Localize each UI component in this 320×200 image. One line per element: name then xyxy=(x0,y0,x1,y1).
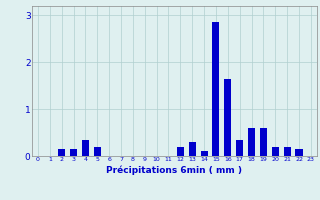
Bar xyxy=(236,140,243,156)
Bar xyxy=(224,79,231,156)
Bar xyxy=(177,147,184,156)
Bar xyxy=(94,147,101,156)
Bar xyxy=(284,147,291,156)
Bar xyxy=(260,128,267,156)
Bar xyxy=(212,22,220,156)
Bar xyxy=(58,149,65,156)
Bar xyxy=(295,149,303,156)
Bar xyxy=(189,142,196,156)
Bar xyxy=(70,149,77,156)
Bar xyxy=(248,128,255,156)
Bar xyxy=(201,151,208,156)
X-axis label: Précipitations 6min ( mm ): Précipitations 6min ( mm ) xyxy=(106,165,243,175)
Bar xyxy=(272,147,279,156)
Bar xyxy=(82,140,89,156)
